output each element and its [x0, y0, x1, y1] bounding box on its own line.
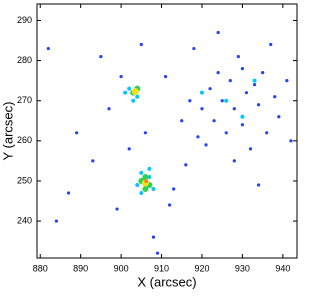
point	[252, 83, 257, 87]
point	[240, 114, 245, 119]
point	[248, 147, 253, 151]
point	[91, 159, 95, 163]
point	[143, 131, 147, 135]
point	[142, 185, 149, 192]
point	[285, 79, 289, 83]
point	[151, 235, 156, 239]
point	[228, 79, 232, 83]
point	[240, 123, 245, 127]
point	[135, 94, 140, 99]
y-tick-label: 240	[17, 215, 32, 225]
point	[204, 143, 208, 147]
x-tick-label: 900	[114, 263, 129, 273]
point	[212, 119, 216, 123]
point	[163, 75, 168, 79]
point	[168, 203, 172, 207]
point	[139, 42, 143, 47]
point	[107, 107, 111, 111]
point	[240, 67, 245, 71]
point	[99, 54, 103, 59]
point	[289, 139, 293, 143]
plot-frame	[36, 3, 298, 259]
point	[127, 86, 132, 91]
x-tick-label: 930	[235, 263, 250, 273]
point	[135, 182, 140, 187]
point	[75, 131, 79, 135]
point	[142, 173, 149, 180]
point	[236, 54, 240, 59]
point	[66, 191, 71, 195]
point	[180, 119, 184, 123]
x-tick-label: 920	[194, 263, 209, 273]
point	[147, 174, 152, 179]
point	[192, 46, 196, 51]
point	[216, 71, 220, 75]
point	[147, 166, 152, 171]
point	[224, 98, 229, 103]
y-tick-label: 280	[17, 55, 32, 65]
x-axis-title: X (arcsec)	[137, 274, 196, 289]
point	[131, 87, 139, 95]
point	[252, 78, 257, 83]
point	[188, 99, 192, 103]
point	[139, 170, 144, 175]
point	[131, 98, 136, 103]
point	[144, 178, 149, 183]
point	[123, 90, 128, 95]
point	[269, 42, 273, 47]
x-tick-label: 910	[154, 263, 169, 273]
point	[184, 163, 188, 167]
point	[277, 115, 281, 119]
point	[244, 91, 249, 95]
y-tick-label: 290	[17, 15, 32, 25]
point	[196, 135, 200, 139]
point	[232, 159, 236, 163]
point	[199, 90, 204, 95]
point	[256, 183, 261, 187]
point	[224, 131, 228, 135]
point	[54, 219, 59, 223]
y-tick-label: 260	[17, 135, 32, 145]
point	[273, 95, 277, 99]
point	[115, 207, 119, 211]
point	[127, 147, 131, 151]
point	[46, 46, 50, 51]
point	[200, 107, 204, 111]
point	[151, 186, 156, 191]
point	[119, 75, 123, 79]
point	[139, 190, 144, 195]
x-tick-label: 890	[73, 263, 88, 273]
point	[232, 107, 236, 111]
point	[216, 30, 220, 35]
chart: X (arcsec) Y (arcsec) 880 890 900 910 920 930…	[0, 3, 298, 289]
y-tick-label: 270	[17, 95, 32, 105]
point	[220, 99, 224, 103]
y-tick-label: 250	[17, 175, 32, 185]
point	[256, 103, 261, 107]
y-axis-title: Y (arcsec)	[0, 102, 15, 161]
x-tick-label: 880	[33, 263, 48, 273]
point	[208, 87, 212, 91]
point	[155, 251, 160, 255]
point	[172, 187, 176, 191]
point	[261, 71, 265, 75]
point	[265, 131, 269, 135]
x-tick-label: 940	[275, 263, 290, 273]
